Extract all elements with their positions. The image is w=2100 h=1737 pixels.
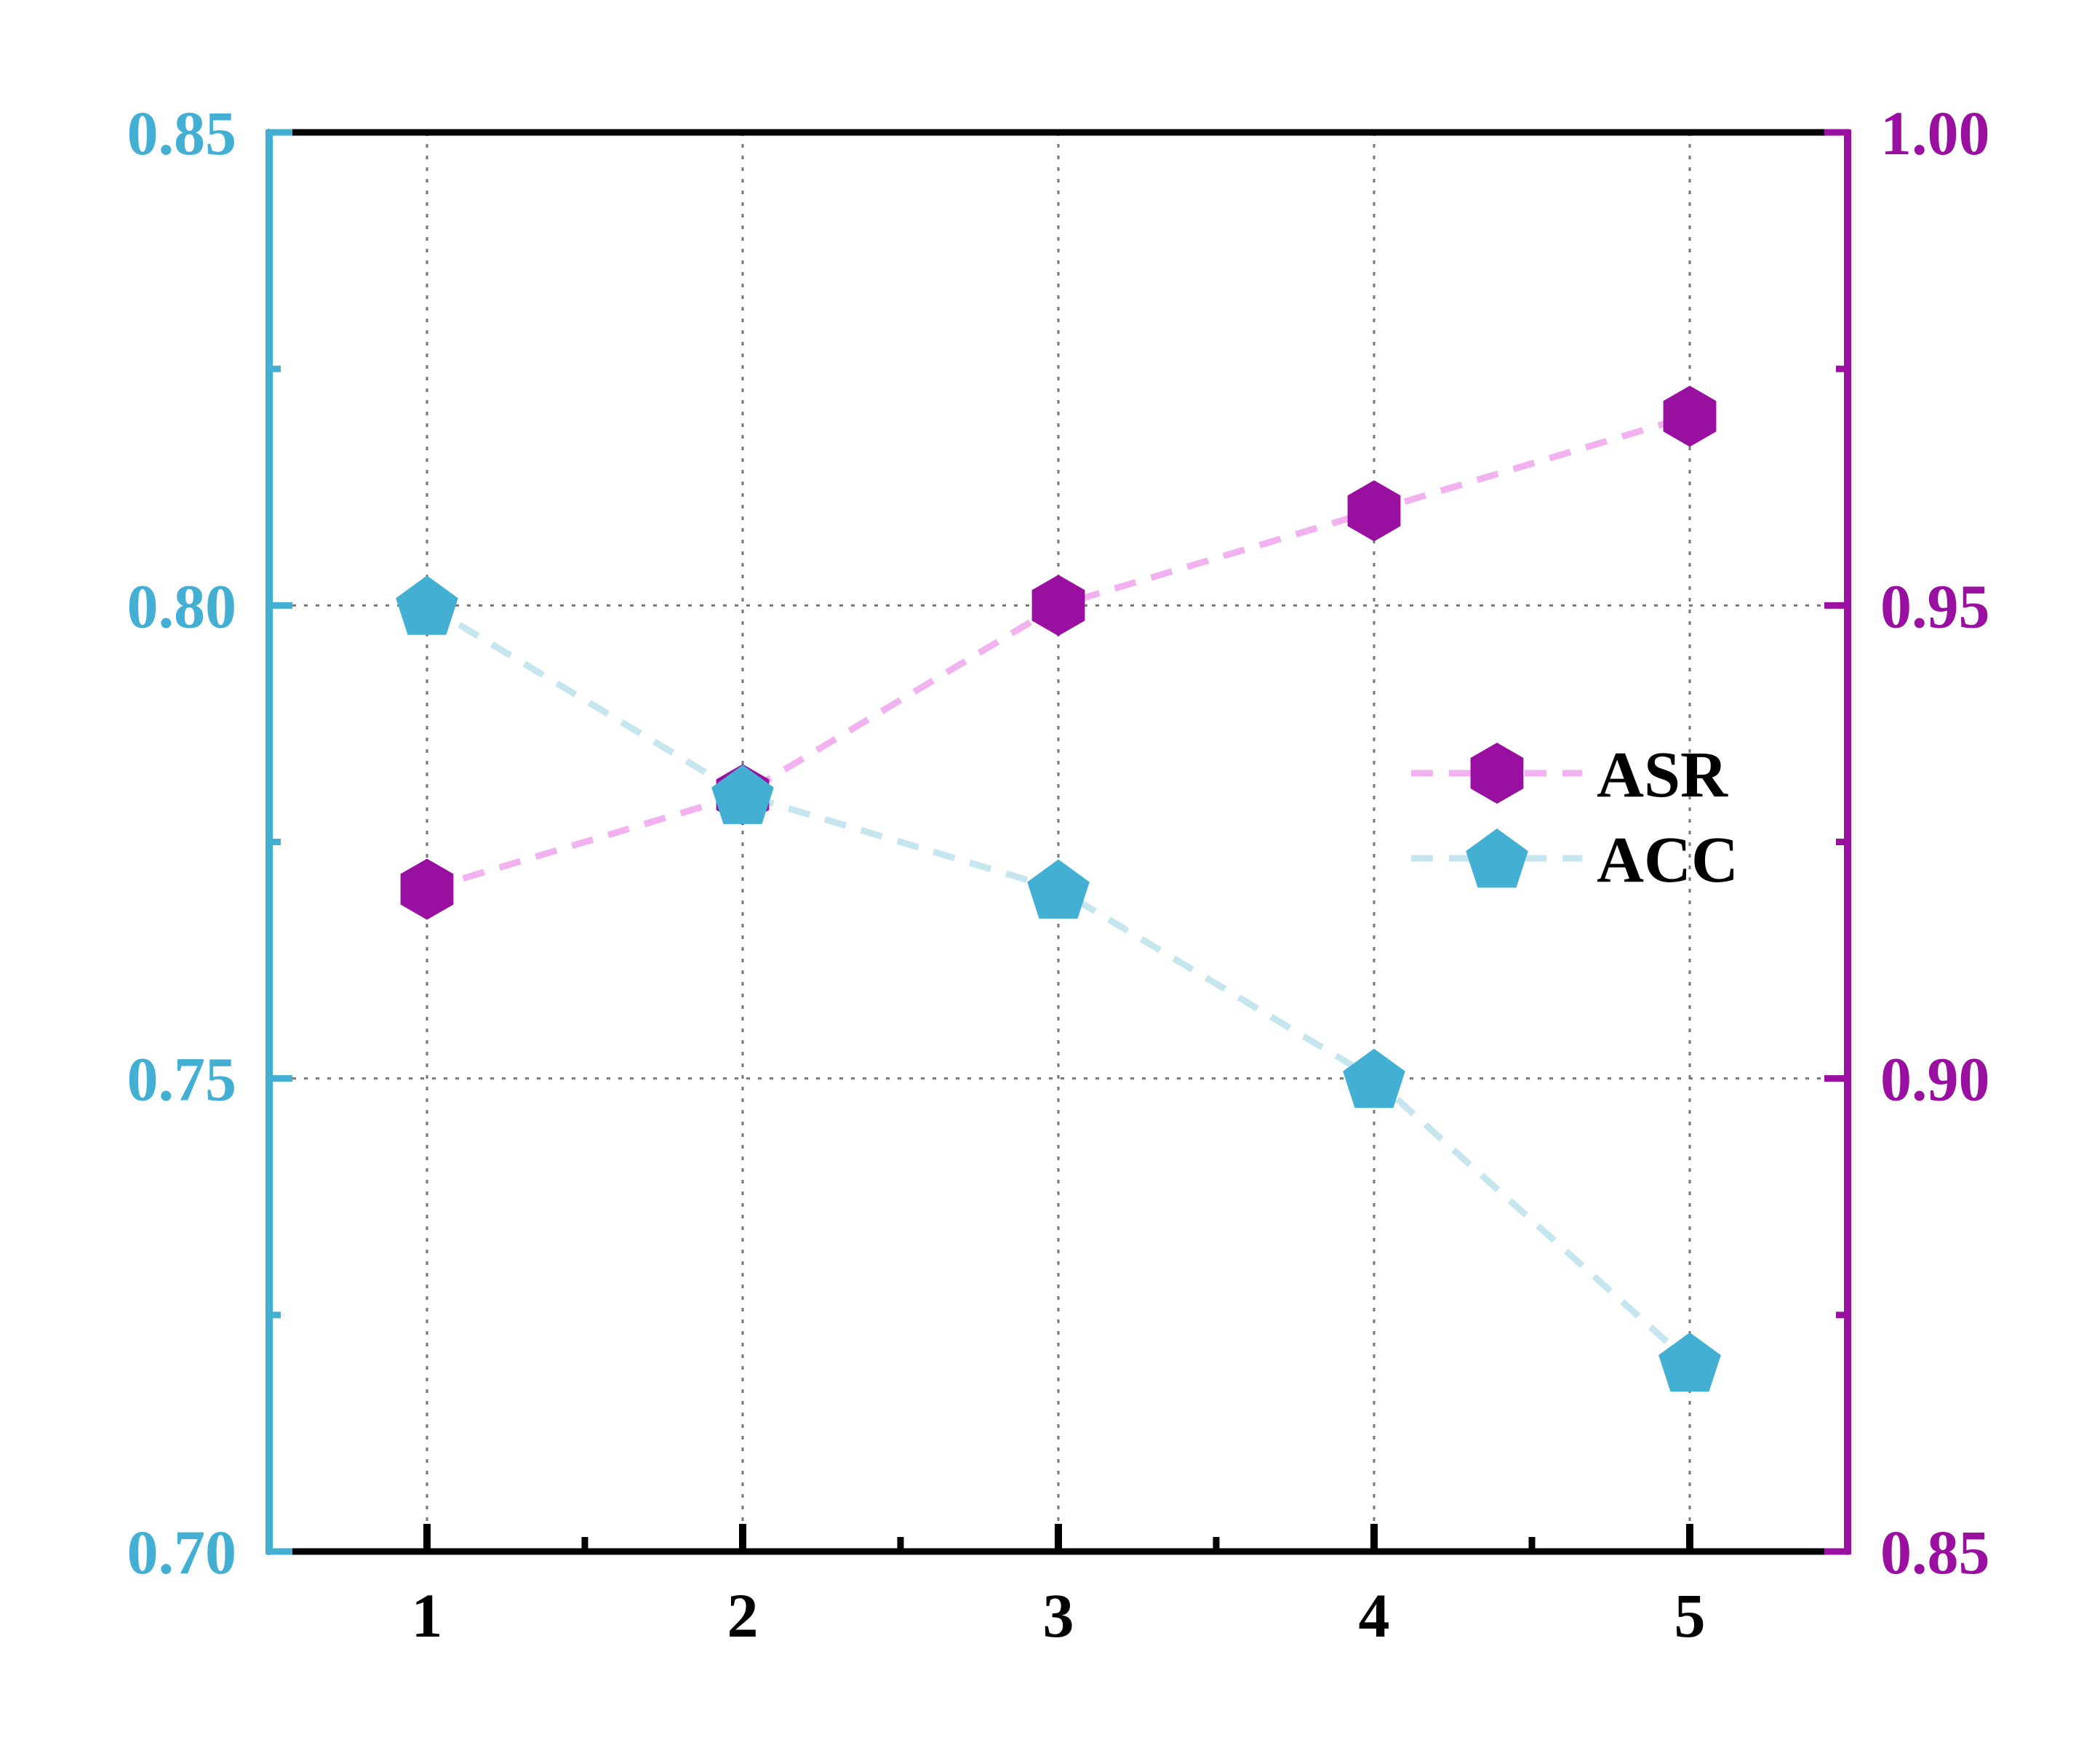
axis-ticks: 1 2 3 4 5 0.70 0.75 0.80 0.85 0.85 0.90 0.95 1.00 [127, 98, 1990, 1650]
legend-marker-asr [1470, 743, 1524, 804]
legend-marker-acc [1466, 828, 1528, 888]
legend-label-acc: ACC [1597, 824, 1738, 896]
legend-label-asr: ASR [1597, 739, 1728, 811]
y-right-tick-label: 0.95 [1880, 571, 1990, 641]
y-left-tick-label: 0.70 [127, 1517, 237, 1587]
data-point-acc [1027, 859, 1090, 919]
data-point-asr [1347, 480, 1401, 542]
data-point-acc [1343, 1048, 1405, 1109]
y-right-tick-label: 1.00 [1880, 98, 1990, 168]
x-tick-label: 2 [727, 1581, 759, 1650]
series-markers [396, 386, 1721, 1392]
y-left-tick-label: 0.85 [127, 98, 237, 168]
data-point-asr [1663, 386, 1717, 447]
series-line-asr [426, 412, 1691, 893]
legend: ASR ACC [1411, 739, 1738, 896]
y-right-tick-label: 0.90 [1880, 1045, 1990, 1114]
data-point-acc [711, 764, 774, 824]
grid [269, 132, 1848, 1552]
x-tick-label: 5 [1674, 1581, 1706, 1650]
data-point-asr [400, 858, 454, 920]
x-tick-label: 4 [1359, 1581, 1390, 1650]
data-point-acc [396, 575, 458, 635]
x-tick-label: 1 [412, 1581, 443, 1650]
y-left-tick-label: 0.75 [127, 1045, 237, 1114]
data-point-asr [1031, 575, 1085, 636]
y-left-tick-label: 0.80 [127, 571, 237, 641]
x-tick-label: 3 [1043, 1581, 1074, 1650]
data-point-acc [1658, 1332, 1721, 1392]
y-right-tick-label: 0.85 [1880, 1517, 1990, 1587]
